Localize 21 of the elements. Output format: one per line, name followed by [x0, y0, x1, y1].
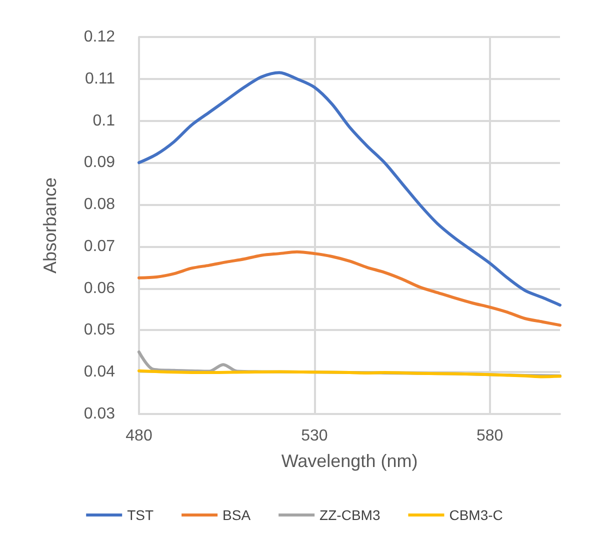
- y-tick-label: 0.1: [92, 112, 116, 130]
- y-tick-label: 0.06: [84, 280, 116, 297]
- line-series: [138, 71, 562, 307]
- line-series: [138, 250, 562, 327]
- x-tick-label: 580: [476, 428, 504, 444]
- y-tick-label: 0.08: [84, 196, 116, 214]
- x-axis-title: Wavelength (nm): [281, 451, 418, 471]
- y-tick-label: 0.03: [84, 406, 116, 422]
- legend-label: TST: [127, 507, 154, 523]
- y-tick-label: 0.12: [84, 28, 116, 46]
- y-axis-title: Absorbance: [40, 177, 60, 274]
- legend-label: ZZ-CBM3: [320, 507, 380, 523]
- y-tick-label: 0.11: [85, 70, 116, 88]
- x-tick-label: 530: [301, 428, 328, 444]
- x-tick-label: 480: [126, 428, 152, 444]
- y-tick-label: 0.09: [84, 154, 116, 172]
- y-tick-label: 0.07: [84, 238, 116, 255]
- legend-label: CBM3-C: [449, 507, 503, 523]
- y-tick-label: 0.05: [84, 322, 116, 339]
- legend-label: BSA: [222, 507, 252, 523]
- y-tick-label: 0.04: [84, 364, 116, 381]
